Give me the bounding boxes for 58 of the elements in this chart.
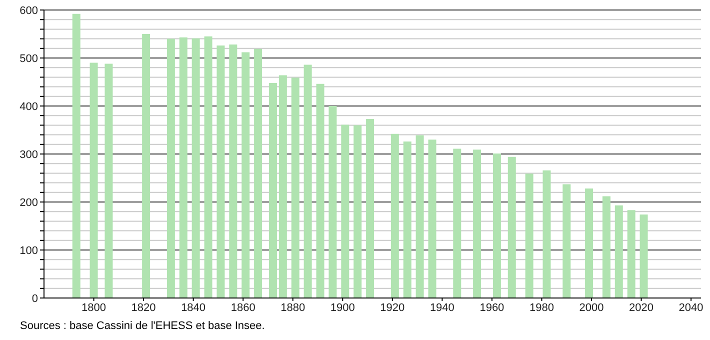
x-tick-label: 1840 xyxy=(181,302,206,314)
bar xyxy=(179,37,188,298)
bar xyxy=(90,62,98,298)
bar xyxy=(341,124,350,298)
bar xyxy=(525,174,534,298)
bar xyxy=(104,64,113,298)
bar xyxy=(428,140,436,298)
bar xyxy=(142,34,150,298)
bar xyxy=(416,135,424,298)
bar xyxy=(542,170,551,298)
bar xyxy=(192,38,200,298)
x-tick-label: 1860 xyxy=(230,302,256,314)
bar xyxy=(354,125,362,298)
bar xyxy=(508,156,516,298)
y-tick-label: 300 xyxy=(20,148,38,161)
bar xyxy=(242,52,250,298)
bar xyxy=(473,150,482,298)
x-tick-label: 1820 xyxy=(131,302,156,314)
bar xyxy=(268,82,277,298)
bar xyxy=(229,44,238,298)
bar xyxy=(403,142,412,298)
bar xyxy=(492,154,501,298)
bar xyxy=(291,78,300,298)
bar xyxy=(204,36,212,298)
bar xyxy=(602,196,610,298)
bar xyxy=(366,118,374,298)
bar xyxy=(316,84,324,298)
x-tick-label: 1980 xyxy=(529,302,554,314)
y-tick-label: 500 xyxy=(20,52,38,65)
x-tick-label: 1920 xyxy=(380,302,405,314)
y-tick-label: 0 xyxy=(32,292,38,305)
bar xyxy=(216,46,225,298)
y-tick-label: 100 xyxy=(20,244,38,257)
y-tick-label: 600 xyxy=(20,4,38,17)
bar xyxy=(254,48,262,298)
bar xyxy=(585,188,594,298)
bar xyxy=(640,214,648,298)
source-note: Sources : base Cassini de l'EHESS et base Insee. xyxy=(20,320,265,332)
bar xyxy=(627,210,636,298)
bar xyxy=(614,205,623,298)
x-tick-label: 1800 xyxy=(82,302,106,314)
x-tick-label: 2040 xyxy=(678,302,704,314)
x-tick-label: 2000 xyxy=(579,302,604,314)
x-tick-label: 1880 xyxy=(280,302,306,314)
bar xyxy=(72,14,80,298)
x-tick-label: 2020 xyxy=(629,302,654,314)
x-tick-label: 1900 xyxy=(330,302,355,314)
bar xyxy=(390,134,399,298)
bar xyxy=(453,148,462,298)
bar xyxy=(278,75,287,298)
bar xyxy=(304,64,312,298)
y-tick-label: 400 xyxy=(20,100,38,113)
x-tick-label: 1940 xyxy=(430,302,454,314)
bar xyxy=(562,184,571,298)
bar xyxy=(328,106,337,298)
bar xyxy=(166,38,175,298)
x-tick-label: 1960 xyxy=(480,302,504,314)
y-tick-label: 200 xyxy=(20,196,38,209)
